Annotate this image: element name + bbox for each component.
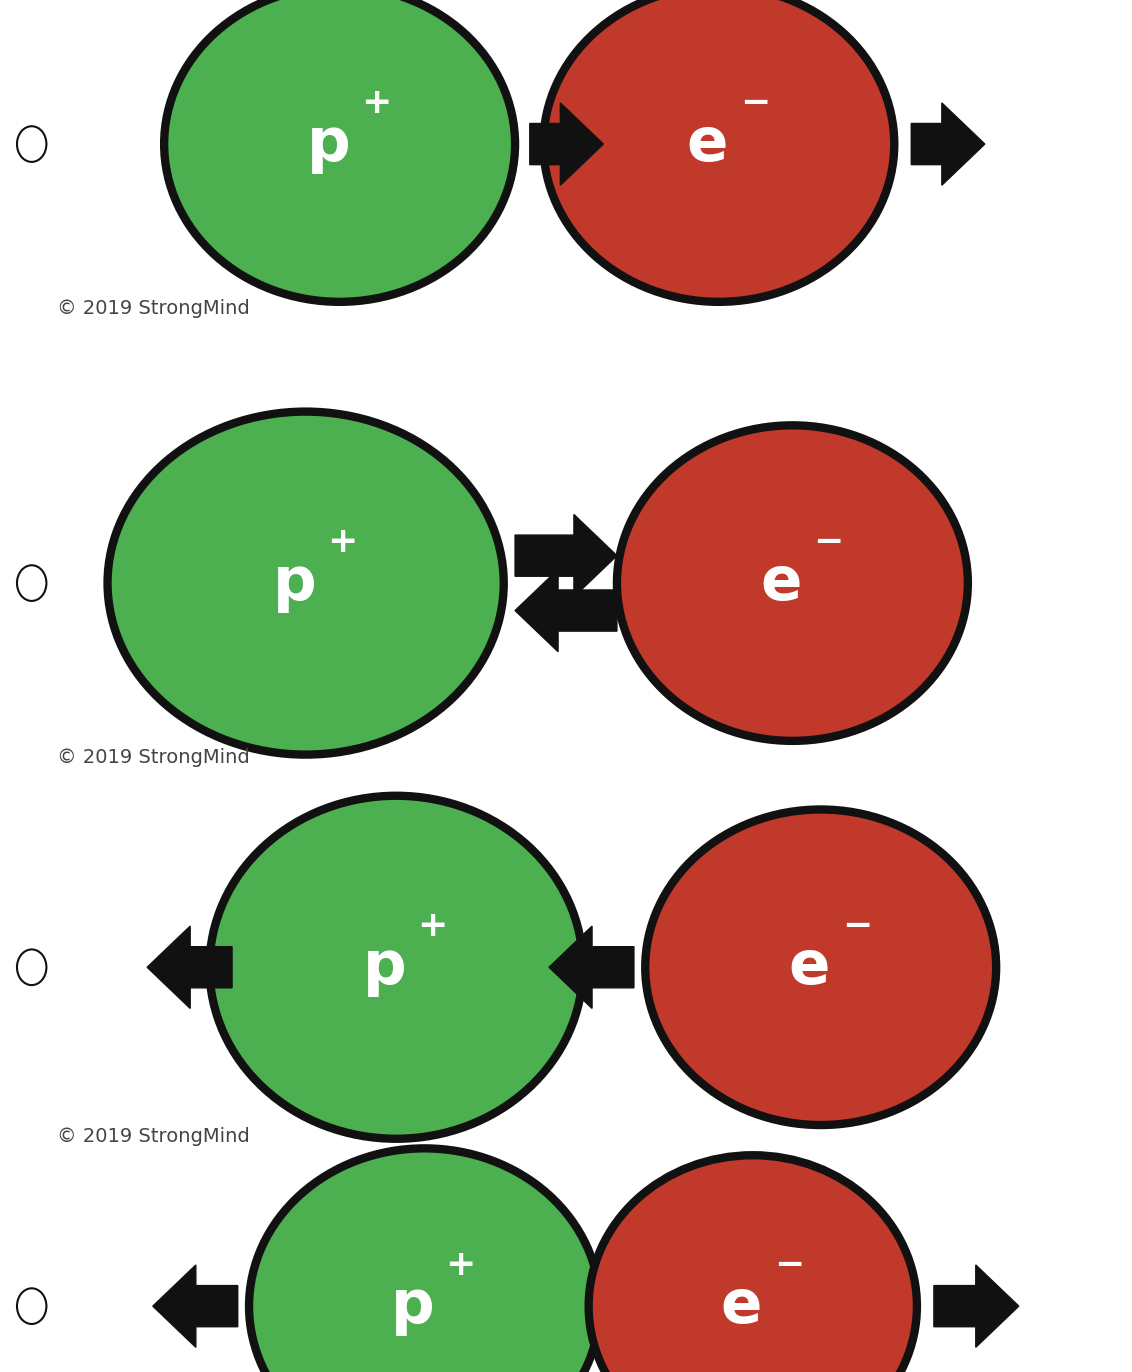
Text: +: + xyxy=(361,86,391,119)
Ellipse shape xyxy=(589,1155,917,1372)
Ellipse shape xyxy=(209,796,583,1139)
Text: © 2019 StrongMind: © 2019 StrongMind xyxy=(57,748,249,767)
FancyArrow shape xyxy=(911,103,985,185)
Ellipse shape xyxy=(617,425,968,741)
Text: © 2019 StrongMind: © 2019 StrongMind xyxy=(57,299,249,318)
Ellipse shape xyxy=(543,0,894,302)
Ellipse shape xyxy=(645,809,996,1125)
Text: e: e xyxy=(761,553,801,613)
Text: −: − xyxy=(814,525,843,558)
Text: −: − xyxy=(774,1249,804,1281)
Text: © 2019 StrongMind: © 2019 StrongMind xyxy=(57,1126,249,1146)
Text: +: + xyxy=(446,1249,475,1281)
Text: p: p xyxy=(392,1276,435,1336)
Text: −: − xyxy=(740,86,770,119)
Ellipse shape xyxy=(108,412,504,755)
FancyArrow shape xyxy=(549,926,634,1008)
Text: −: − xyxy=(842,910,872,943)
Ellipse shape xyxy=(249,1148,600,1372)
Text: p: p xyxy=(307,114,350,174)
FancyArrow shape xyxy=(530,103,603,185)
FancyArrow shape xyxy=(515,569,617,652)
Text: e: e xyxy=(687,114,728,174)
Ellipse shape xyxy=(164,0,515,302)
Text: +: + xyxy=(418,910,447,943)
Text: +: + xyxy=(327,525,357,558)
Text: e: e xyxy=(721,1276,762,1336)
FancyArrow shape xyxy=(515,514,617,597)
FancyArrow shape xyxy=(153,1265,238,1347)
FancyArrow shape xyxy=(934,1265,1019,1347)
Text: p: p xyxy=(363,937,406,997)
Text: p: p xyxy=(273,553,316,613)
Text: e: e xyxy=(789,937,830,997)
FancyArrow shape xyxy=(147,926,232,1008)
